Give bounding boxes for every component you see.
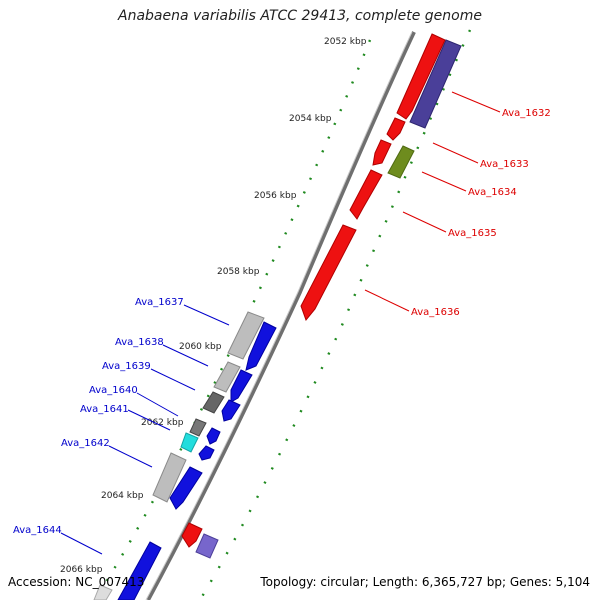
scale-labels: 2052 kbp 2054 kbp 2056 kbp 2058 kbp 2060…	[60, 37, 367, 575]
gene-label-ava-1634[interactable]: Ava_1634	[468, 187, 517, 198]
gene-ava-1637[interactable]	[227, 311, 265, 360]
leader-line	[432, 142, 479, 164]
gene-ava-1634-arrow[interactable]	[372, 139, 392, 166]
gene-ava-1640[interactable]	[189, 418, 207, 437]
label-leader-lines	[60, 91, 501, 555]
gene-ava-1634[interactable]	[387, 145, 415, 179]
scale-label: 2062 kbp	[141, 418, 184, 428]
leader-line	[127, 409, 171, 431]
gene-ava-1636[interactable]	[300, 224, 357, 322]
gene-ava-1638-arrow[interactable]	[230, 369, 253, 403]
leader-line	[402, 211, 447, 233]
scale-label: 2056 kbp	[254, 191, 297, 201]
leader-line	[421, 171, 467, 192]
gene-ava-1642[interactable]	[152, 452, 187, 503]
gene-label-ava-1633[interactable]: Ava_1633	[480, 159, 529, 170]
gene-ava-1633[interactable]	[386, 117, 406, 141]
leader-line	[150, 368, 196, 391]
accession-text: Accession: NC_007413	[8, 575, 145, 589]
gene-label-ava-1640[interactable]: Ava_1640	[89, 385, 138, 396]
gene-ava-1641-arrow[interactable]	[198, 445, 215, 461]
scale-label: 2066 kbp	[60, 565, 103, 575]
gene-ava-1640-arrow[interactable]	[206, 427, 221, 445]
leader-line	[183, 304, 230, 326]
gene-label-ava-1641[interactable]: Ava_1641	[80, 404, 129, 415]
gene-ava-1642-arrow[interactable]	[169, 466, 203, 510]
gene-label-ava-1636[interactable]: Ava_1636	[411, 307, 460, 318]
leader-line	[451, 91, 501, 113]
scale-label: 2058 kbp	[217, 267, 260, 277]
scale-label: 2060 kbp	[179, 342, 222, 352]
gene-ava-1639-arrow[interactable]	[221, 399, 241, 422]
gene-ava-1639[interactable]	[202, 391, 225, 414]
gene-label-ava-1637[interactable]: Ava_1637	[135, 297, 184, 308]
gene-ava-1632[interactable]	[409, 39, 462, 129]
inner-tick-ring	[93, 39, 372, 600]
gene-label-ava-1639[interactable]: Ava_1639	[102, 361, 151, 372]
gene-label-ava-1638[interactable]: Ava_1638	[115, 337, 164, 348]
gene-labels: Ava_1632 Ava_1633 Ava_1634 Ava_1635 Ava_…	[13, 108, 551, 536]
gene-bottom-gray[interactable]	[93, 584, 113, 600]
gene-label-ava-1635[interactable]: Ava_1635	[448, 228, 497, 239]
genome-backbone-highlight	[145, 31, 413, 600]
leader-line	[60, 532, 103, 555]
gene-ava-1632-arrow[interactable]	[396, 33, 446, 120]
leader-line	[108, 445, 153, 468]
gene-lavender[interactable]	[195, 533, 219, 559]
gene-ava-1638[interactable]	[213, 361, 241, 393]
scale-label: 2054 kbp	[289, 114, 332, 124]
gene-ava-1644[interactable]	[117, 541, 162, 600]
scale-label: 2052 kbp	[324, 37, 367, 47]
map-title: Anabaena variabilis ATCC 29413, complete…	[118, 8, 482, 24]
genome-summary-text: Topology: circular; Length: 6,365,727 bp…	[260, 575, 590, 589]
scale-label: 2064 kbp	[101, 491, 144, 501]
gene-label-ava-1632[interactable]: Ava_1632	[502, 108, 551, 119]
gene-label-ava-1642[interactable]: Ava_1642	[61, 438, 110, 449]
gene-ava-1641[interactable]	[180, 432, 199, 453]
gene-ava-1635[interactable]	[349, 169, 383, 220]
leader-line	[364, 289, 410, 312]
gene-ava-1637-arrow[interactable]	[245, 321, 277, 371]
leader-line	[136, 392, 179, 417]
gene-red-small[interactable]	[181, 522, 203, 548]
genome-backbone	[146, 31, 416, 600]
gene-features	[93, 33, 462, 600]
leader-line	[162, 344, 209, 367]
gene-label-ava-1644[interactable]: Ava_1644	[13, 525, 62, 536]
